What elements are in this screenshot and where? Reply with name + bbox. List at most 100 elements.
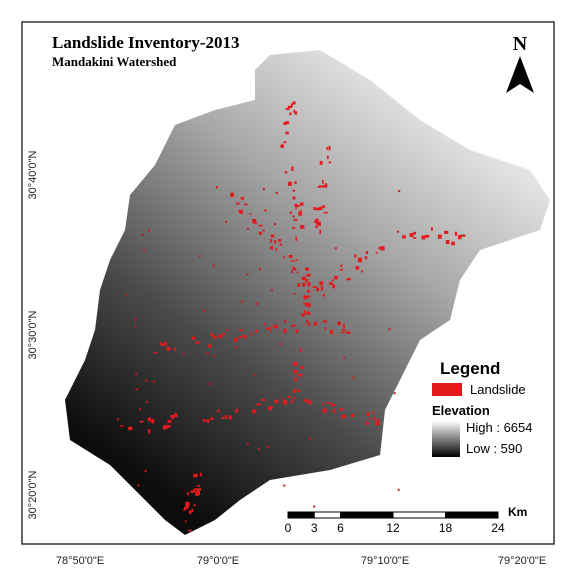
landslide	[322, 403, 324, 405]
landslide	[413, 232, 416, 235]
landslide	[361, 270, 363, 272]
landslide	[236, 203, 239, 205]
landslide	[315, 226, 318, 228]
landslide	[292, 399, 294, 401]
landslide	[187, 492, 189, 495]
landslide	[241, 211, 243, 214]
landslide	[431, 227, 433, 230]
longitude-label: 79°0'0"E	[197, 555, 239, 567]
landslide	[135, 373, 137, 375]
landslide	[329, 146, 331, 150]
landslide	[293, 293, 295, 295]
landslide	[306, 279, 308, 282]
landslide	[256, 330, 258, 333]
landslide	[209, 383, 211, 385]
landslide	[372, 412, 374, 414]
landslide	[286, 132, 289, 135]
landslide	[309, 438, 311, 440]
longitude-label: 79°20'0"E	[498, 555, 546, 567]
legend-label: High : 6654	[466, 420, 533, 435]
landslide	[346, 332, 350, 335]
landslide	[283, 485, 285, 487]
landslide	[288, 106, 292, 108]
landslide	[308, 303, 311, 307]
landslide	[174, 413, 177, 417]
landslide	[274, 240, 276, 244]
landslide	[285, 108, 289, 110]
landslide	[292, 227, 295, 229]
landslide	[319, 230, 321, 235]
landslide	[332, 279, 334, 281]
landslide	[296, 330, 298, 334]
landslide	[259, 268, 261, 270]
landslide	[271, 290, 273, 292]
landslide	[342, 415, 346, 419]
landslide	[294, 219, 298, 221]
landslide	[289, 255, 293, 258]
landslide	[298, 374, 302, 377]
landslide	[329, 162, 332, 164]
landslide	[193, 489, 195, 492]
landslide	[211, 333, 213, 336]
landslide	[295, 206, 297, 210]
scale-label: 6	[337, 521, 344, 535]
landslide	[166, 425, 168, 429]
landslide	[294, 378, 297, 382]
landslide	[322, 180, 324, 184]
landslide	[139, 421, 143, 423]
landslide	[225, 221, 227, 223]
scale-segment	[314, 512, 340, 518]
landslide	[330, 330, 333, 334]
landslide	[317, 222, 322, 226]
landslide	[313, 506, 315, 508]
landslide	[274, 223, 276, 225]
landslide	[145, 470, 147, 472]
landslide	[446, 240, 450, 244]
landslide	[223, 333, 226, 335]
landslide	[254, 374, 256, 376]
landslide	[293, 362, 297, 366]
landslide	[276, 192, 278, 194]
landslide	[183, 353, 185, 355]
landslide	[340, 269, 343, 271]
landslide	[307, 282, 310, 286]
landslide	[297, 283, 300, 287]
landslide	[278, 239, 281, 242]
scale-unit: Km	[508, 505, 527, 519]
landslide	[398, 489, 400, 491]
landslide	[343, 324, 345, 328]
landslide	[325, 183, 328, 187]
latitude-label: 30°40'0"N	[27, 150, 39, 199]
landslide	[280, 343, 282, 345]
landslide	[370, 418, 372, 420]
landslide	[163, 344, 167, 346]
landslide	[189, 511, 192, 515]
landslide	[143, 250, 145, 252]
landslide	[326, 147, 328, 150]
landslide	[335, 247, 337, 249]
landslide	[257, 403, 261, 405]
landslide	[301, 314, 305, 317]
landslide	[244, 204, 247, 206]
landslide	[377, 419, 380, 423]
landslide	[292, 390, 295, 393]
landslide	[267, 446, 269, 448]
landslide	[148, 229, 150, 231]
landslide	[263, 188, 265, 190]
landslide	[314, 220, 317, 223]
landslide	[250, 332, 252, 335]
landslide	[298, 390, 301, 393]
map-figure: Landslide Inventory-2013 Mandakini Water…	[0, 0, 569, 574]
landslide	[216, 186, 218, 188]
landslide	[304, 399, 309, 402]
landslide	[307, 274, 311, 277]
landslide	[239, 336, 243, 338]
landslide	[291, 325, 295, 327]
landslide	[300, 202, 304, 205]
latitude-label: 30°20'0"N	[27, 470, 39, 519]
legend-gradient	[432, 421, 460, 457]
landslide	[269, 406, 273, 408]
legend-label: Landslide	[470, 382, 526, 397]
landslide	[300, 210, 302, 212]
landslide	[151, 419, 154, 423]
